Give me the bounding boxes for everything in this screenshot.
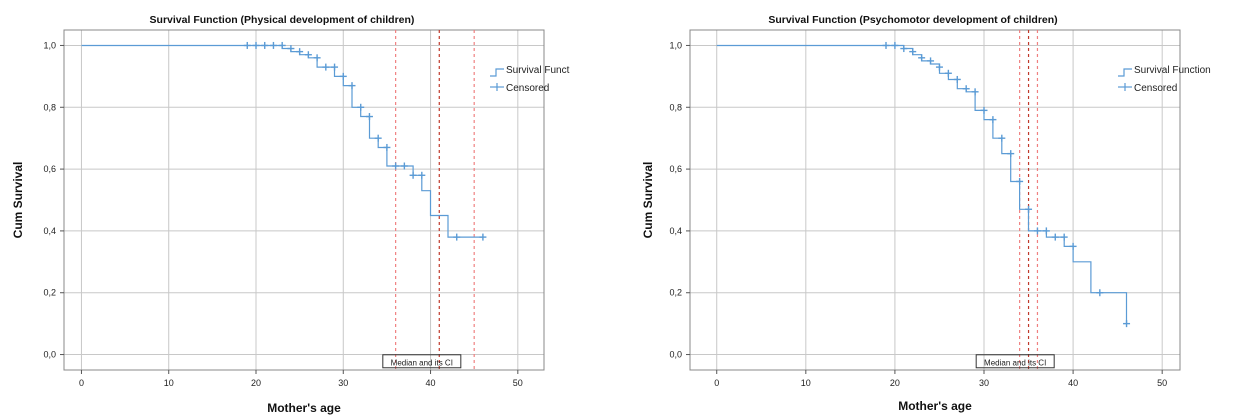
censored-marker (1016, 177, 1024, 185)
y-tick-label: 0,6 (669, 164, 682, 174)
censored-marker (1069, 242, 1077, 250)
censored-marker (296, 48, 304, 56)
legend: Survival Funct Censored (490, 65, 570, 94)
y-axis-label: Cum Survival (11, 162, 25, 239)
x-tick-label: 40 (426, 378, 436, 388)
x-tick-label: 50 (513, 378, 523, 388)
x-axis-label: Mother's age (898, 399, 972, 413)
censored-marker (374, 134, 382, 142)
median-annotation: Median and its CI (391, 358, 453, 367)
censored-marker (891, 41, 899, 49)
censored-marker (453, 233, 461, 241)
censored-marker (313, 54, 321, 62)
legend-step-swatch (490, 68, 504, 77)
x-tick-label: 20 (251, 378, 261, 388)
legend-label: Censored (506, 83, 549, 94)
legend-step-swatch (1118, 68, 1132, 77)
censored-marker (479, 233, 487, 241)
censored-marker (900, 45, 908, 53)
x-tick-label: 50 (1157, 378, 1167, 388)
chart-title: Survival Function (Psychomotor developme… (768, 14, 1057, 26)
y-tick-label: 0,2 (669, 288, 682, 298)
censored-marker (989, 116, 997, 124)
censored-marker (400, 162, 408, 170)
chart-1: 0 10 20 30 40 50 0,0 0,2 0,4 0,6 0,8 1,0 Median and … (11, 14, 570, 415)
censored-marker (339, 72, 347, 80)
censored-marker (1025, 205, 1033, 213)
x-tick-label: 30 (979, 378, 989, 388)
censored-marker (935, 63, 943, 71)
y-tick-label: 1,0 (669, 40, 682, 50)
x-tick-label: 0 (79, 378, 84, 388)
x-tick-label: 20 (890, 378, 900, 388)
y-tick-label: 0,4 (43, 226, 56, 236)
x-tick-label: 40 (1068, 378, 1078, 388)
censored-marker (409, 171, 417, 179)
censored-marker (331, 63, 339, 71)
censored-marker (918, 54, 926, 62)
censored-marker (998, 134, 1006, 142)
y-tick-label: 0,8 (43, 102, 56, 112)
median-annotation-box (382, 354, 462, 369)
censored-marker (1060, 233, 1068, 241)
censored-marker (322, 63, 330, 71)
legend: Survival Function Censored (1118, 65, 1211, 94)
y-tick-label: 0,6 (43, 164, 56, 174)
x-axis-label: Mother's age (267, 401, 341, 415)
censored-marker (927, 57, 935, 65)
x-tick-label: 10 (164, 378, 174, 388)
y-tick-label: 0,4 (669, 226, 682, 236)
censored-marker (1051, 233, 1059, 241)
chart-title: Survival Function (Physical development … (150, 14, 415, 26)
censored-marker (980, 106, 988, 114)
censored-marker (261, 41, 269, 49)
censored-marker (269, 41, 277, 49)
censored-marker (1096, 289, 1104, 297)
censored-marker (953, 75, 961, 83)
legend-label: Survival Function (1134, 65, 1211, 76)
y-tick-label: 0,0 (43, 350, 56, 360)
censored-marker (287, 45, 295, 53)
plot-frame (689, 29, 1181, 371)
survival-step-line (716, 44, 1128, 324)
legend-label: Censored (1134, 83, 1177, 94)
censored-marker (304, 51, 312, 59)
censored-marker (909, 48, 917, 56)
censored-marker (962, 85, 970, 93)
censored-marker (243, 41, 251, 49)
y-tick-label: 0,8 (669, 102, 682, 112)
censored-marker (882, 41, 890, 49)
censored-marker (1042, 227, 1050, 235)
y-tick-label: 0,0 (669, 350, 682, 360)
censored-marker (1033, 227, 1041, 235)
y-tick-label: 1,0 (43, 40, 56, 50)
censored-marker (383, 143, 391, 151)
legend-label: Survival Funct (506, 65, 570, 76)
censored-marker (1007, 150, 1015, 158)
y-tick-label: 0,2 (43, 288, 56, 298)
x-tick-label: 10 (801, 378, 811, 388)
censored-marker (1123, 320, 1131, 328)
censored-marker (944, 69, 952, 77)
plot-frame (63, 29, 545, 371)
censored-marker (392, 162, 400, 170)
censored-marker (348, 82, 356, 90)
censored-marker (971, 88, 979, 96)
censored-marker (357, 103, 365, 111)
censored-marker (365, 113, 373, 121)
y-axis-label: Cum Survival (641, 162, 655, 239)
median-annotation-box (975, 354, 1055, 369)
censored-marker (252, 41, 260, 49)
x-tick-label: 0 (714, 378, 719, 388)
x-tick-label: 30 (338, 378, 348, 388)
censored-marker (418, 171, 426, 179)
chart-2: 0 10 20 30 40 50 0,0 0,2 0,4 0,6 0,8 1,0 Median and … (641, 14, 1211, 413)
censored-marker (278, 41, 286, 49)
median-annotation: Median and its CI (984, 358, 1046, 367)
survival-step-line (81, 44, 483, 238)
